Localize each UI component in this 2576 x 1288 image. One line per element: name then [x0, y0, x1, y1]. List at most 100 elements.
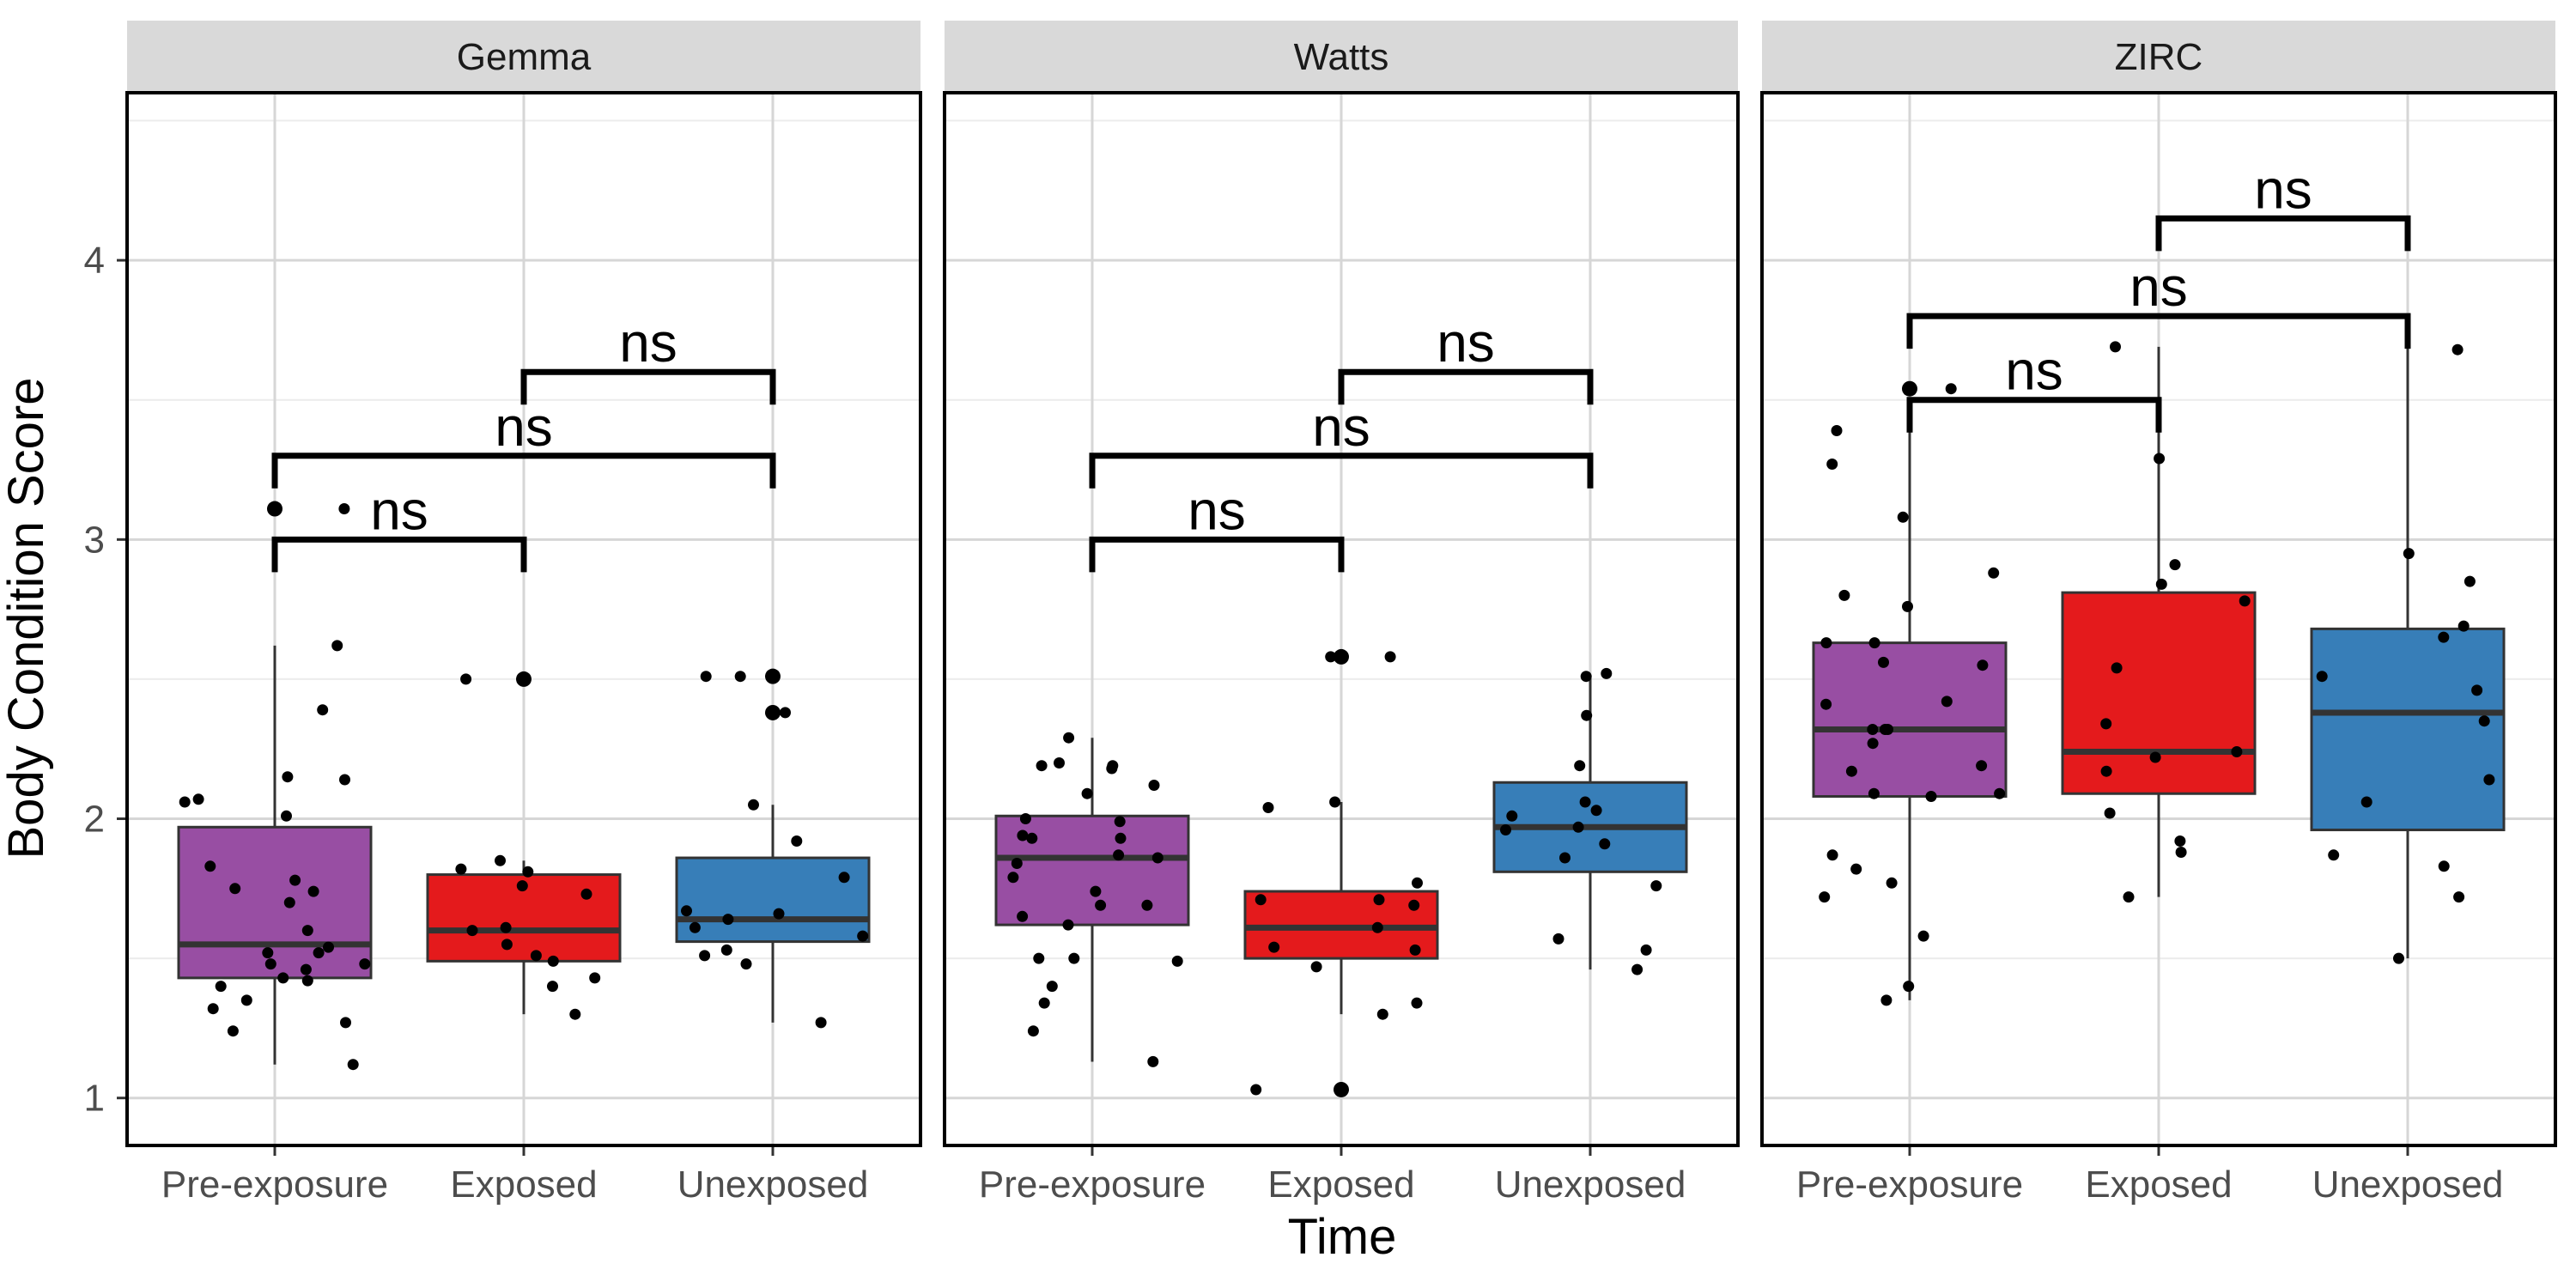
data-point	[1590, 805, 1602, 817]
data-point	[1650, 880, 1662, 892]
data-point	[347, 1059, 359, 1071]
data-point	[2175, 847, 2187, 858]
data-point	[283, 896, 295, 908]
data-point	[1559, 852, 1571, 864]
data-point	[815, 1017, 827, 1029]
data-point	[2438, 631, 2450, 643]
data-point	[501, 939, 513, 951]
significance-bracket	[1338, 368, 1594, 405]
significance-bracket	[1089, 536, 1345, 573]
box-unexposed	[675, 668, 871, 1029]
data-point	[1500, 824, 1511, 835]
data-point	[1552, 933, 1564, 945]
data-point	[1017, 910, 1029, 922]
data-point	[227, 1025, 239, 1037]
outlier-point	[1334, 1081, 1349, 1097]
data-point	[2453, 891, 2465, 903]
significance-label: ns	[2254, 158, 2312, 220]
outlier-point	[765, 668, 781, 684]
significance-bracket	[271, 453, 776, 489]
data-point	[1141, 899, 1153, 911]
x-tick-label: Unexposed	[2312, 1163, 2504, 1206]
data-point	[1113, 849, 1125, 861]
data-point	[1988, 567, 2000, 579]
panel-border	[1760, 91, 2557, 1147]
data-point	[1831, 425, 1843, 436]
data-point	[1977, 659, 1989, 671]
data-point	[547, 981, 558, 993]
box-pre-exposure	[994, 732, 1190, 1067]
data-point	[1897, 511, 1909, 523]
x-tick-label: Pre-exposure	[161, 1163, 388, 1206]
box-pre-exposure	[1812, 380, 2008, 1006]
data-point	[495, 854, 506, 866]
data-point	[1994, 787, 2006, 799]
data-point	[2403, 548, 2415, 560]
data-point	[1038, 997, 1050, 1009]
data-point	[1917, 930, 1929, 942]
facet-strip	[1762, 21, 2555, 93]
data-point	[500, 921, 512, 933]
x-axis-title: Time	[1288, 1209, 1397, 1265]
data-point	[722, 914, 734, 926]
data-point	[2104, 807, 2116, 819]
outlier-point	[765, 704, 781, 720]
data-point	[734, 671, 746, 683]
data-point	[1114, 816, 1126, 828]
data-point	[1017, 829, 1029, 841]
data-point	[2393, 952, 2404, 964]
data-point	[1878, 656, 1889, 668]
data-point	[1867, 738, 1879, 750]
data-point	[1081, 787, 1093, 799]
data-point	[1903, 981, 1915, 993]
significance-bracket	[271, 536, 527, 573]
x-tick-label: Pre-exposure	[1796, 1163, 2023, 1206]
y-tick-label: 2	[84, 799, 105, 841]
data-point	[204, 860, 216, 872]
data-point	[215, 981, 227, 993]
data-point	[1095, 899, 1107, 911]
data-point	[307, 885, 319, 897]
significance-label: ns	[1437, 312, 1495, 374]
data-point	[720, 944, 732, 956]
box-body	[177, 825, 373, 980]
data-point	[1631, 963, 1643, 975]
data-point	[2169, 559, 2181, 571]
data-point	[207, 1003, 219, 1015]
significance-bracket	[520, 368, 776, 405]
data-point	[748, 799, 759, 811]
data-point	[1033, 952, 1045, 964]
data-point	[2110, 341, 2121, 353]
data-point	[338, 503, 350, 514]
data-point	[1011, 858, 1023, 869]
significance-label: ns	[2129, 256, 2188, 318]
data-point	[1941, 696, 1953, 708]
panel-zirc: ZIRC ns ns ns Pre-exposure Exposed Unexposed	[1760, 21, 2557, 1206]
data-point	[466, 925, 478, 937]
data-point	[522, 866, 534, 878]
data-point	[359, 958, 371, 970]
data-point	[1579, 796, 1591, 808]
data-point	[2174, 835, 2186, 847]
data-point	[1007, 872, 1019, 884]
outlier-point	[1334, 648, 1349, 665]
data-point	[2464, 575, 2476, 587]
data-point	[2100, 718, 2112, 730]
data-point	[179, 796, 191, 808]
panel-border	[943, 91, 1740, 1147]
data-point	[262, 947, 274, 959]
data-point	[1068, 952, 1080, 964]
data-point	[1886, 877, 1898, 889]
data-point	[1506, 810, 1518, 822]
data-point	[317, 704, 329, 716]
facet-strip-label: Watts	[1294, 36, 1389, 78]
data-point	[339, 774, 350, 786]
data-point	[699, 950, 711, 962]
data-point	[1036, 760, 1048, 772]
data-point	[1384, 651, 1396, 663]
data-point	[1054, 757, 1065, 769]
y-tick-label: 1	[84, 1078, 105, 1120]
box-exposed	[1243, 648, 1439, 1097]
panel-border	[125, 91, 922, 1147]
